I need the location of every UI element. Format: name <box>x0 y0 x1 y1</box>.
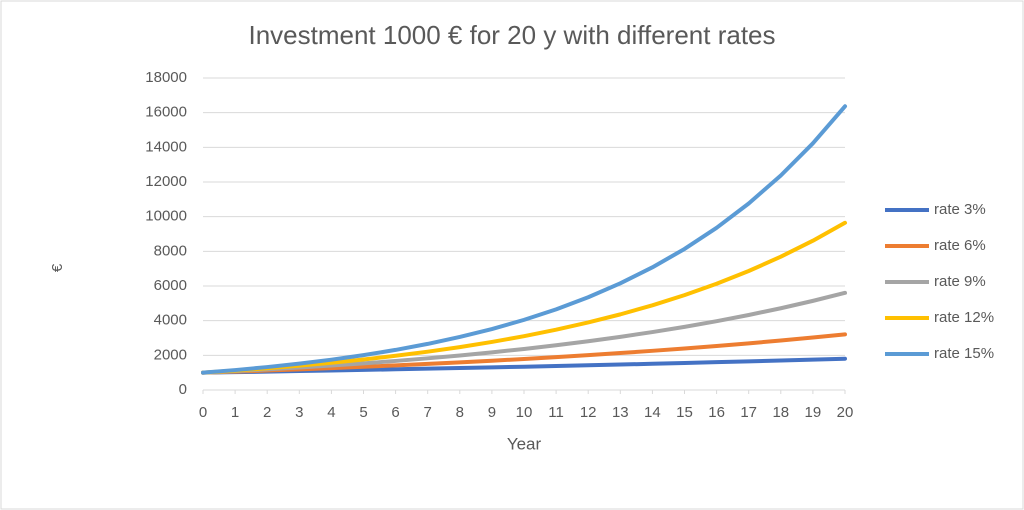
legend-label: rate 15% <box>934 345 994 362</box>
x-tick-label: 3 <box>295 404 303 421</box>
x-tick-label: 8 <box>456 404 464 421</box>
y-axis-label: € <box>49 263 66 272</box>
y-tick-label: 12000 <box>145 173 187 190</box>
x-tick-label: 11 <box>548 404 564 421</box>
series-line <box>201 220 847 375</box>
x-tick-label: 19 <box>805 404 822 421</box>
x-tick-label: 5 <box>359 404 367 421</box>
x-tick-label: 12 <box>580 404 597 421</box>
legend-label: rate 6% <box>934 237 986 254</box>
y-tick-label: 0 <box>179 381 187 398</box>
x-tick-label: 6 <box>391 404 399 421</box>
y-tick-label: 6000 <box>154 277 187 294</box>
x-tick-label: 14 <box>644 404 661 421</box>
x-tick-label: 15 <box>676 404 693 421</box>
x-tick-label: 16 <box>708 404 725 421</box>
series-line <box>201 332 847 375</box>
legend-label: rate 12% <box>934 309 994 326</box>
x-axis-label: Year <box>507 434 542 453</box>
x-tick-label: 17 <box>740 404 757 421</box>
x-tick-label: 13 <box>612 404 629 421</box>
y-tick-label: 16000 <box>145 104 187 121</box>
legend-label: rate 9% <box>934 273 986 290</box>
x-tick-label: 9 <box>488 404 496 421</box>
series-line <box>201 104 847 375</box>
x-tick-label: 7 <box>424 404 432 421</box>
y-tick-label: 18000 <box>145 69 187 86</box>
y-tick-label: 4000 <box>154 312 187 329</box>
legend-label: rate 3% <box>934 201 986 218</box>
y-tick-label: 2000 <box>154 346 187 363</box>
x-tick-label: 2 <box>263 404 271 421</box>
x-tick-label: 20 <box>837 404 854 421</box>
x-tick-label: 10 <box>516 404 533 421</box>
x-tick-label: 4 <box>327 404 335 421</box>
y-tick-label: 10000 <box>145 208 187 225</box>
y-tick-label: 8000 <box>154 242 187 259</box>
x-tick-label: 0 <box>199 404 207 421</box>
series-line <box>201 290 847 375</box>
chart-title: Investment 1000 € for 20 y with differen… <box>248 20 775 50</box>
x-tick-label: 1 <box>231 404 239 421</box>
x-tick-label: 18 <box>772 404 789 421</box>
y-tick-label: 14000 <box>145 138 187 155</box>
